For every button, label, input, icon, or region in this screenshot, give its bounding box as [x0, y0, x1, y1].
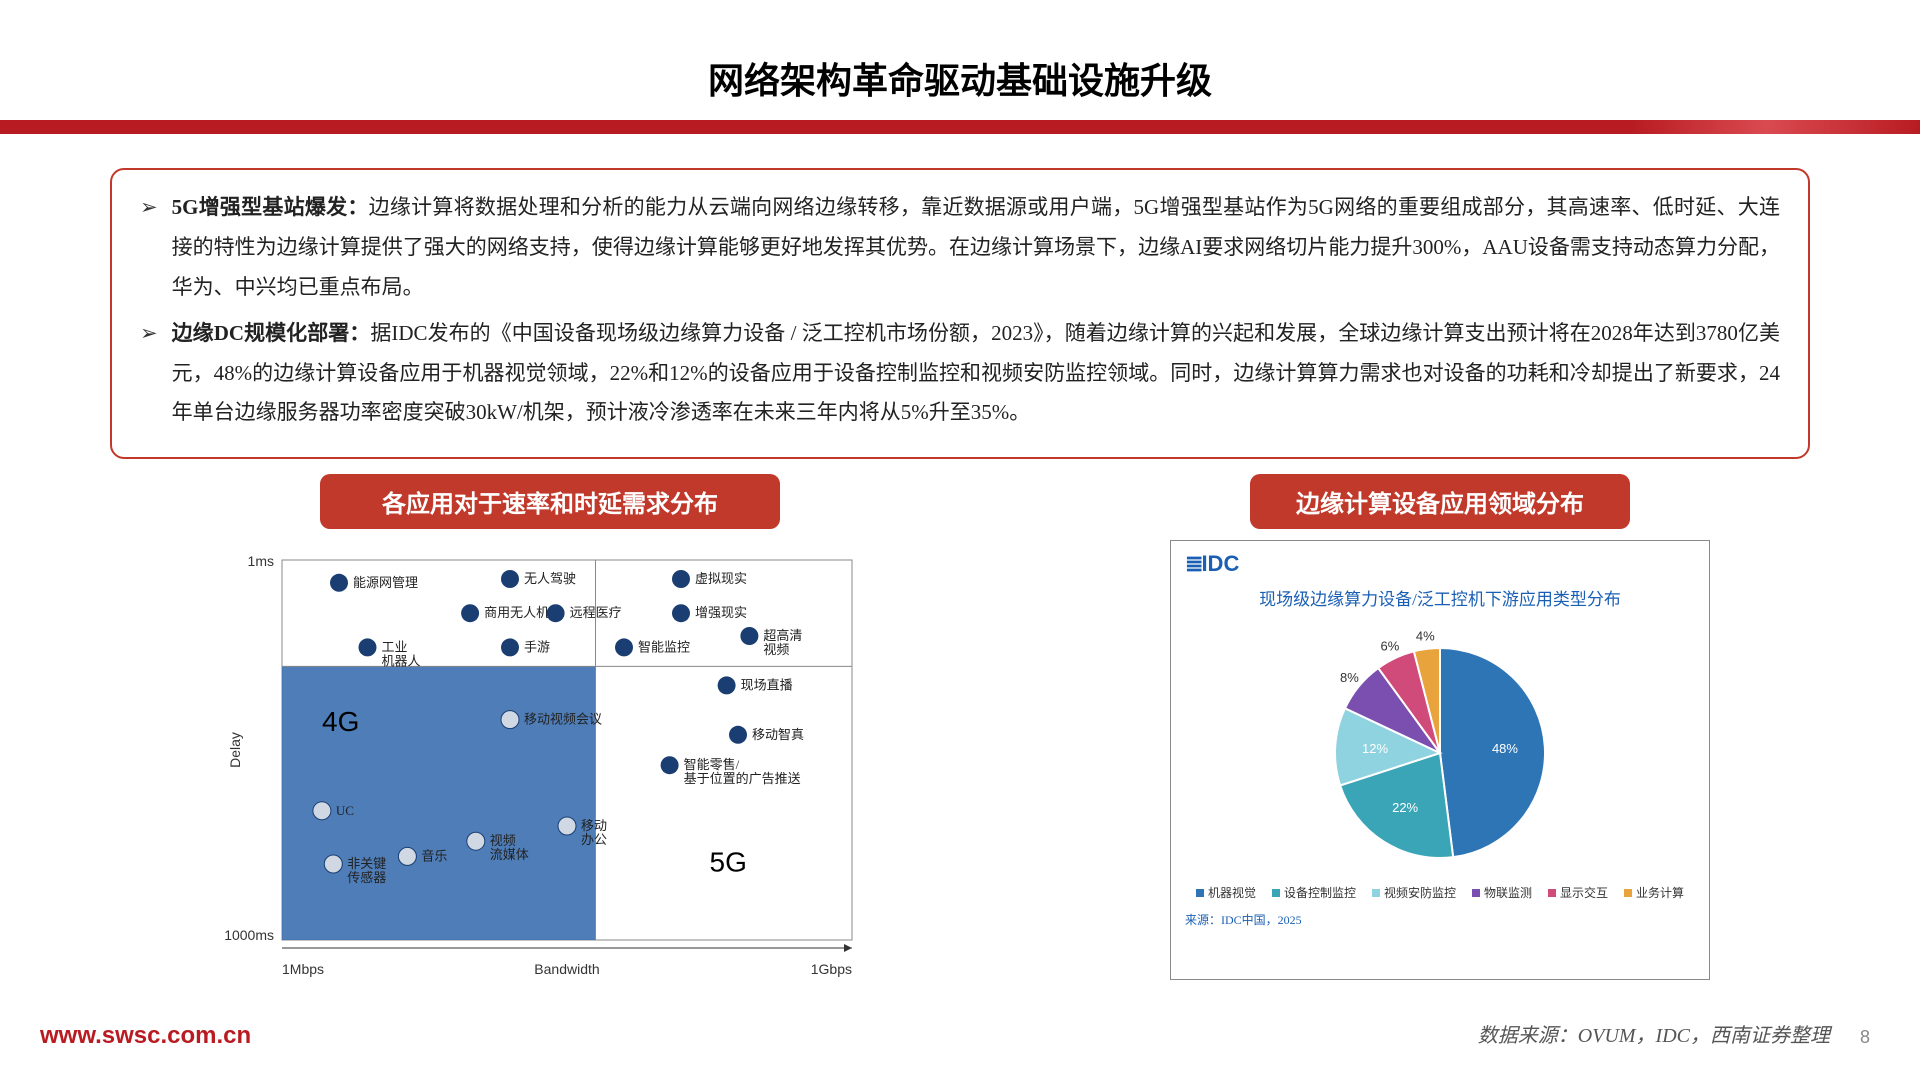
- pie-legend-item: 机器视觉: [1196, 884, 1256, 901]
- right-chart-header: 边缘计算设备应用领域分布: [1250, 474, 1630, 529]
- pie-chart-panel: ≣IDC 现场级边缘算力设备/泛工控机下游应用类型分布 48% 22% 12% 8% 6…: [1170, 540, 1710, 980]
- svg-text:22%: 22%: [1392, 800, 1418, 815]
- svg-text:虚拟现实: 虚拟现实: [695, 571, 747, 586]
- body-text-box: ➢ 5G增强型基站爆发：边缘计算将数据处理和分析的能力从云端向网络边缘转移，靠近…: [110, 168, 1810, 459]
- svg-text:Delay: Delay: [227, 732, 243, 768]
- scatter-chart: Bandwidth Delay 1Mbps 1Gbps 1ms 1000ms 4G 5G 能源网…: [222, 540, 872, 980]
- pie-legend: 机器视觉设备控制监控视频安防监控物联监测显示交互业务计算: [1185, 884, 1695, 901]
- svg-text:无人驾驶: 无人驾驶: [524, 571, 576, 586]
- idc-logo: ≣IDC: [1185, 551, 1695, 577]
- page-title: 网络架构革命驱动基础设施升级: [0, 52, 1920, 104]
- svg-text:8%: 8%: [1340, 670, 1359, 685]
- svg-text:基于位置的广告推送: 基于位置的广告推送: [684, 771, 801, 786]
- svg-text:流媒体: 流媒体: [490, 847, 529, 862]
- svg-text:1ms: 1ms: [248, 553, 274, 569]
- svg-text:5G: 5G: [710, 847, 747, 878]
- svg-text:现场直播: 现场直播: [741, 677, 793, 692]
- page-number: 8: [1860, 1027, 1870, 1048]
- footer-url: www.swsc.com.cn: [40, 1022, 251, 1050]
- svg-text:能源网管理: 能源网管理: [353, 575, 418, 590]
- pie-legend-item: 显示交互: [1548, 884, 1608, 901]
- svg-text:智能监控: 智能监控: [638, 639, 690, 654]
- pie-legend-item: 设备控制监控: [1272, 884, 1356, 901]
- pie-legend-item: 业务计算: [1624, 884, 1684, 901]
- svg-text:超高清: 超高清: [763, 628, 802, 643]
- svg-text:12%: 12%: [1362, 741, 1388, 756]
- svg-text:移动视频会议: 移动视频会议: [524, 712, 602, 727]
- bullet-marker-icon: ➢: [140, 188, 158, 308]
- svg-text:48%: 48%: [1492, 741, 1518, 756]
- pie-subtitle: 现场级边缘算力设备/泛工控机下游应用类型分布: [1185, 585, 1695, 610]
- title-underline-bar: [0, 120, 1920, 134]
- bullet-item: ➢ 边缘DC规模化部署：据IDC发布的《中国设备现场级边缘算力设备 / 泛工控机…: [140, 314, 1780, 434]
- svg-text:手游: 手游: [524, 639, 550, 654]
- pie-legend-item: 物联监测: [1472, 884, 1532, 901]
- bullet-item: ➢ 5G增强型基站爆发：边缘计算将数据处理和分析的能力从云端向网络边缘转移，靠近…: [140, 188, 1780, 308]
- bullet-marker-icon: ➢: [140, 314, 158, 434]
- bullet-text: 5G增强型基站爆发：边缘计算将数据处理和分析的能力从云端向网络边缘转移，靠近数据…: [172, 188, 1780, 308]
- svg-text:4G: 4G: [322, 706, 359, 737]
- svg-text:视频: 视频: [763, 642, 789, 657]
- svg-text:传感器: 传感器: [347, 870, 386, 885]
- svg-text:移动: 移动: [581, 818, 607, 833]
- footer-source: 数据来源：OVUM，IDC，西南证券整理: [1478, 1019, 1830, 1048]
- svg-text:非关键: 非关键: [347, 856, 386, 871]
- svg-text:1Mbps: 1Mbps: [282, 961, 324, 977]
- svg-text:1000ms: 1000ms: [224, 927, 274, 943]
- svg-text:办公: 办公: [581, 832, 607, 847]
- svg-text:机器人: 机器人: [382, 653, 421, 668]
- pie-legend-item: 视频安防监控: [1372, 884, 1456, 901]
- svg-text:Bandwidth: Bandwidth: [534, 961, 599, 977]
- svg-text:音乐: 音乐: [421, 848, 447, 863]
- svg-text:商用无人机: 商用无人机: [484, 605, 549, 620]
- svg-text:智能零售/: 智能零售/: [684, 757, 740, 772]
- bullet-text: 边缘DC规模化部署：据IDC发布的《中国设备现场级边缘算力设备 / 泛工控机市场…: [172, 314, 1780, 434]
- svg-text:工业: 工业: [382, 639, 408, 654]
- svg-text:6%: 6%: [1381, 639, 1400, 654]
- svg-text:1Gbps: 1Gbps: [811, 961, 852, 977]
- pie-source: 来源：IDC中国，2025: [1185, 911, 1695, 928]
- svg-text:增强现实: 增强现实: [695, 605, 747, 620]
- svg-text:远程医疗: 远程医疗: [570, 605, 622, 620]
- svg-text:4%: 4%: [1416, 628, 1435, 643]
- svg-text:移动智真: 移动智真: [752, 727, 804, 742]
- left-chart-header: 各应用对于速率和时延需求分布: [320, 474, 780, 529]
- svg-text:视频: 视频: [490, 833, 516, 848]
- svg-text:UC: UC: [336, 803, 354, 818]
